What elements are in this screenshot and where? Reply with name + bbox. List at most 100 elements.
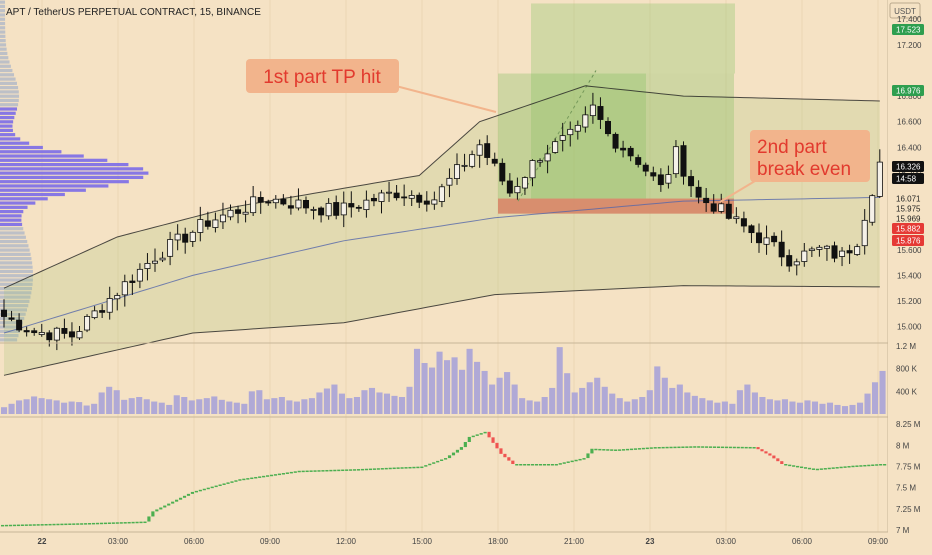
indicator-bar <box>273 474 278 476</box>
candle-body-down <box>333 202 340 216</box>
candle <box>204 211 211 230</box>
volume-bar <box>316 392 323 414</box>
indicator-bar <box>143 521 147 524</box>
candle-body-up <box>438 186 445 202</box>
indicator-bar <box>784 464 788 466</box>
indicator-bar <box>36 524 40 526</box>
candle <box>386 181 393 202</box>
indicator-bar <box>645 447 649 450</box>
volume-bar <box>91 403 98 414</box>
candle-body-down <box>778 241 785 258</box>
indicator-bar <box>447 455 452 459</box>
candle <box>272 195 279 209</box>
profile-bar <box>0 239 28 244</box>
volume-bar <box>383 393 391 414</box>
candle-body-up <box>672 146 679 175</box>
candle-body-down <box>657 174 664 186</box>
candle <box>665 165 672 189</box>
indicator-tick: 8 M <box>896 441 910 450</box>
mid-band <box>3 196 880 334</box>
time-axis[interactable]: 22 03:00 06:00 09:00 12:00 15:00 18:00 21:00 23 0… <box>0 533 932 550</box>
candle-body-up <box>363 199 370 211</box>
tp2-label-line1: 2nd part <box>757 137 827 158</box>
candle <box>189 230 196 247</box>
indicator-tick: 8.25 M <box>896 420 921 429</box>
candle <box>476 139 483 168</box>
volume-bar <box>466 348 473 414</box>
volume-bar <box>68 401 75 414</box>
volume-bar <box>676 384 683 414</box>
indicator-bar <box>396 467 400 469</box>
candle-body-down <box>348 203 355 208</box>
candle-body-up <box>189 231 196 242</box>
candle-body-up <box>408 195 415 199</box>
volume-bar <box>729 403 736 414</box>
candle-body-down <box>23 330 30 333</box>
profile-bar <box>0 145 43 150</box>
candle <box>423 191 430 212</box>
candle-body-down <box>680 145 687 177</box>
candle-body-down <box>710 203 717 212</box>
candle <box>831 241 838 263</box>
volume-bar <box>368 387 376 414</box>
volume-bar <box>759 397 766 414</box>
profile-bar <box>0 51 8 56</box>
profile-bar <box>0 162 129 167</box>
candle-body-down <box>491 158 498 164</box>
candle-body-down <box>16 319 23 331</box>
profile-bar <box>0 167 144 171</box>
price-badge-current: 16.326 <box>892 161 924 172</box>
volume-bar <box>481 370 488 414</box>
candle-body-up <box>174 233 181 241</box>
time-tick: 23 <box>646 537 655 546</box>
volume-profile <box>0 0 149 342</box>
volume-bar <box>654 366 661 414</box>
indicator-bar <box>420 466 424 469</box>
volume-bar <box>38 398 45 414</box>
volume-bar <box>301 399 308 414</box>
volume-bar <box>323 388 330 414</box>
price-badge-bg <box>892 235 924 246</box>
indicator-bar <box>119 522 123 524</box>
indicator-bar <box>198 489 202 492</box>
candle-body-down <box>831 245 838 259</box>
candle <box>370 193 377 207</box>
volume-bar <box>856 402 864 414</box>
candle-body-up <box>144 263 151 269</box>
candle <box>416 192 423 209</box>
price-axis[interactable]: USDT 17.40017.20016.80016.60016.40016.20… <box>888 0 932 550</box>
candle <box>672 140 679 178</box>
price-badge-label: 15.975 <box>896 205 921 214</box>
profile-bar <box>0 338 18 342</box>
tp2-callout[interactable]: 2nd part break even <box>719 130 870 203</box>
indicator-bar <box>103 522 107 525</box>
indicator-bar <box>364 468 369 471</box>
profile-bar <box>0 201 36 205</box>
indicator-bar <box>740 446 744 449</box>
indicator-bar <box>151 511 155 517</box>
tp1-callout[interactable]: 1st part TP hit <box>246 59 497 113</box>
candle-body-down <box>318 207 325 216</box>
currency-button[interactable] <box>889 2 921 19</box>
indicator-bar <box>186 493 191 496</box>
indicator-bar <box>360 468 365 471</box>
volume-bar <box>181 397 188 414</box>
indicator-bar <box>356 469 361 471</box>
candle-body-down <box>650 172 657 177</box>
candle-body-down <box>204 220 211 227</box>
volume-bar <box>586 382 593 414</box>
tp1-callout-box <box>246 59 399 93</box>
candle <box>355 205 362 212</box>
indicator-bar <box>475 434 479 436</box>
indicator-bar <box>768 453 772 456</box>
volume-bar <box>804 400 811 414</box>
candle <box>121 274 128 307</box>
candle-body-up <box>529 160 536 179</box>
profile-bar <box>0 98 19 103</box>
volume-bar <box>871 382 879 414</box>
indicator-bar <box>214 485 218 488</box>
candle-body-down <box>129 280 136 283</box>
candle-body-up <box>854 246 861 255</box>
